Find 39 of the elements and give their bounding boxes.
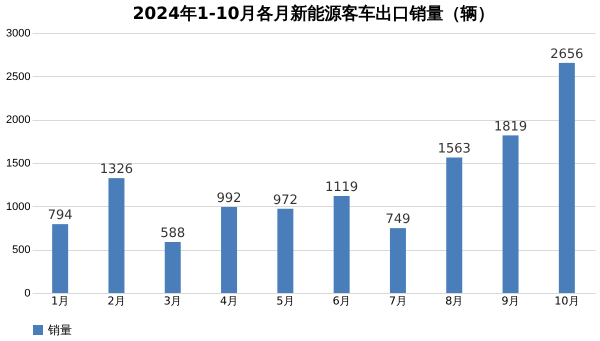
bar xyxy=(390,228,406,293)
y-tick-label: 1000 xyxy=(6,200,30,213)
data-label: 992 xyxy=(216,191,242,206)
x-tick-label: 2月 xyxy=(107,294,126,308)
bar xyxy=(334,196,350,293)
y-tick-label: 1500 xyxy=(6,158,30,170)
x-tick-label: 1月 xyxy=(51,294,70,308)
x-tick-label: 4月 xyxy=(220,294,238,308)
x-tick-label: 5月 xyxy=(276,294,294,308)
x-tick-label: 10月 xyxy=(554,294,580,308)
bar xyxy=(502,135,519,293)
x-tick-label: 9月 xyxy=(502,294,520,308)
data-label: 794 xyxy=(48,208,73,224)
x-tick-label: 7月 xyxy=(388,294,407,308)
x-tick-label: 3月 xyxy=(164,294,182,308)
bar xyxy=(52,224,68,293)
data-label: 1563 xyxy=(438,142,471,157)
y-tick-label: 2500 xyxy=(6,70,30,83)
chart-title: 2024年1-10月各月新能源客车出口销量（辆） xyxy=(132,4,494,24)
bar xyxy=(221,207,238,293)
data-label: 1119 xyxy=(325,180,358,196)
bar xyxy=(446,158,462,293)
bar xyxy=(558,62,575,293)
y-tick-label: 0 xyxy=(24,288,30,300)
y-tick-label: 500 xyxy=(12,244,30,256)
legend-label: 销量 xyxy=(47,323,72,337)
bar xyxy=(164,242,181,293)
data-label: 1326 xyxy=(100,162,133,178)
data-label: 1819 xyxy=(494,119,528,134)
data-label: 588 xyxy=(160,226,186,242)
x-tick-label: 8月 xyxy=(445,294,464,308)
data-label: 749 xyxy=(386,212,410,228)
y-tick-label: 2000 xyxy=(6,114,30,126)
x-tick-label: 6月 xyxy=(332,294,351,308)
y-tick-label: 3000 xyxy=(6,28,30,40)
data-label: 2656 xyxy=(550,46,584,62)
bar xyxy=(108,178,124,293)
bar xyxy=(277,208,294,293)
data-label: 972 xyxy=(272,192,298,208)
